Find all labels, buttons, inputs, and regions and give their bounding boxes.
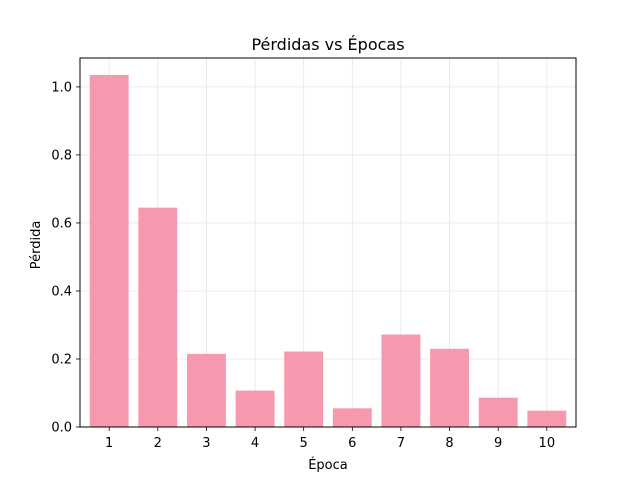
- x-tick-label: 7: [397, 436, 405, 451]
- y-tick-label: 0.2: [51, 352, 72, 367]
- x-tick-label: 4: [251, 436, 259, 451]
- x-tick-label: 6: [348, 436, 356, 451]
- chart-title: Pérdidas vs Épocas: [251, 35, 404, 54]
- bar-epoch-9: [478, 397, 518, 427]
- x-tick-label: 9: [494, 436, 502, 451]
- bar-epoch-3: [186, 353, 226, 427]
- y-tick-label: 0.4: [51, 284, 72, 299]
- y-axis-ticks: 0.0 0.2 0.4 0.6 0.8 1.0: [51, 80, 80, 436]
- x-tick-label: 1: [105, 436, 113, 451]
- bar-epoch-8: [430, 348, 470, 427]
- y-axis-label: Pérdida: [29, 221, 44, 270]
- x-axis-label: Época: [308, 457, 348, 473]
- x-axis-ticks: 1 2 3 4 5 6 7 8 9 10: [105, 427, 555, 451]
- y-tick-label: 0.6: [51, 216, 72, 231]
- y-tick-label: 0.8: [51, 148, 72, 163]
- bars: [89, 75, 567, 427]
- bar-epoch-5: [284, 351, 324, 427]
- x-tick-label: 10: [539, 436, 556, 451]
- bar-epoch-7: [381, 334, 421, 427]
- bar-epoch-2: [138, 207, 178, 427]
- y-tick-label: 1.0: [51, 80, 72, 95]
- x-tick-label: 8: [445, 436, 453, 451]
- bar-epoch-6: [332, 408, 372, 427]
- bar-epoch-1: [89, 75, 129, 427]
- x-tick-label: 2: [154, 436, 162, 451]
- plot-frame: [79, 57, 577, 428]
- x-tick-label: 3: [202, 436, 210, 451]
- bar-epoch-10: [527, 410, 567, 427]
- bar-epoch-4: [235, 390, 275, 427]
- y-tick-label: 0.0: [51, 421, 72, 436]
- x-tick-label: 5: [300, 436, 308, 451]
